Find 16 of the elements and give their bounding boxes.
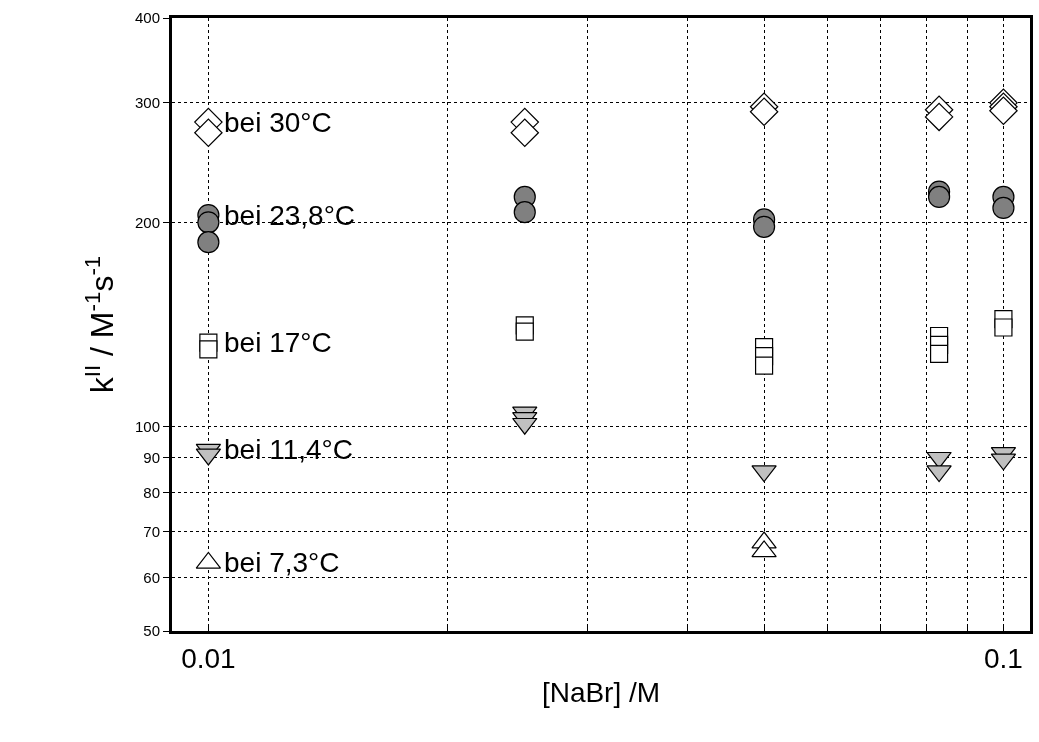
- y-tick-label: 400: [134, 9, 160, 27]
- y-tick-label: 80: [143, 483, 160, 501]
- y-tick-label: 60: [143, 568, 160, 586]
- series-label: bei 23,8°C: [224, 200, 356, 231]
- x-tick-label: 0.1: [983, 642, 1023, 674]
- series-label: bei 30°C: [224, 107, 332, 138]
- y-tick-label: 50: [143, 622, 160, 640]
- y-tick-label: 100: [134, 417, 160, 435]
- series-label: bei 17°C: [224, 327, 332, 358]
- x-tick-label: 0.01: [181, 642, 236, 674]
- y-tick-label: 300: [134, 94, 160, 112]
- y-tick-label: 90: [143, 448, 160, 466]
- y-tick-label: 70: [143, 523, 160, 541]
- x-axis-title: [NaBr] /M: [541, 676, 661, 708]
- y-tick-label: 200: [134, 213, 160, 231]
- series-label: bei 7,3°C: [224, 547, 340, 578]
